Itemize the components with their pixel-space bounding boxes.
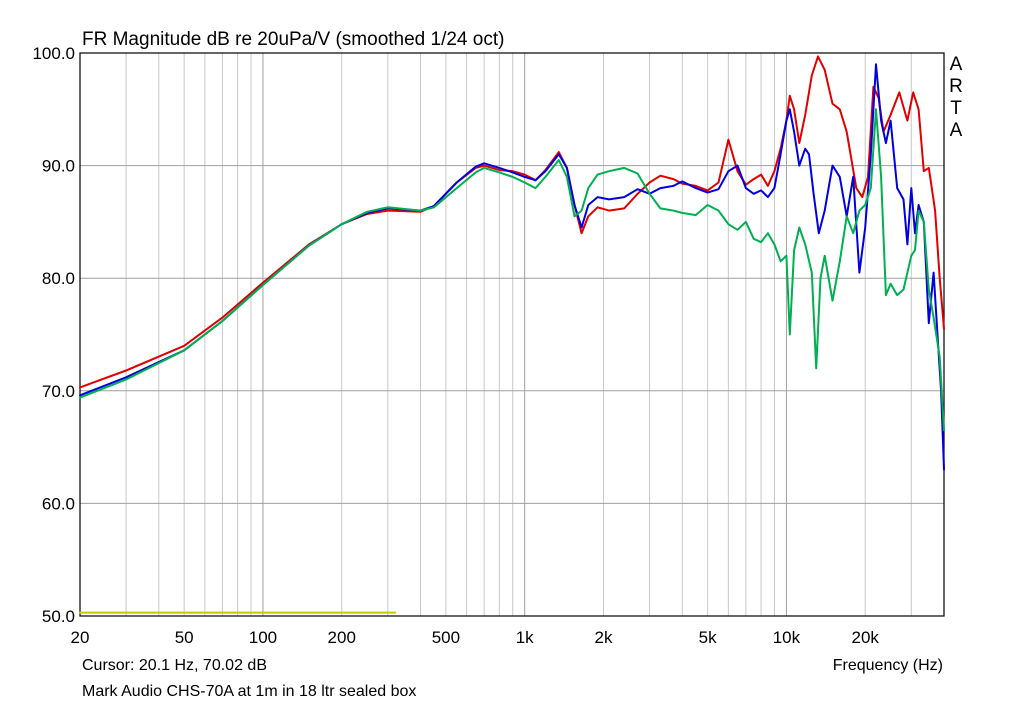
chart-title: FR Magnitude dB re 20uPa/V (smoothed 1/2… <box>82 29 504 50</box>
y-tick-label: 60.0 <box>42 494 75 513</box>
x-tick-label: 20 <box>71 628 90 647</box>
x-tick-label: 20k <box>851 628 879 647</box>
x-tick-label: 5k <box>699 628 717 647</box>
plot-frame <box>79 52 945 617</box>
series-line-2 <box>79 63 945 471</box>
brand-letter-2: R <box>949 76 963 97</box>
x-axis-ticks: 20 50 100 200 500 1k 2k 5k 10k 20k <box>71 628 880 647</box>
brand-letter-3: T <box>950 98 962 119</box>
y-tick-label: 100.0 <box>32 44 75 63</box>
y-tick-label: 50.0 <box>42 607 75 626</box>
brand-letter-4: A <box>950 120 963 141</box>
series-group <box>79 55 945 614</box>
x-tick-label: 2k <box>594 628 612 647</box>
x-tick-label: 10k <box>773 628 801 647</box>
y-tick-label: 90.0 <box>42 157 75 176</box>
y-tick-label: 70.0 <box>42 382 75 401</box>
y-axis-ticks: 100.0 90.0 80.0 70.0 60.0 50.0 <box>32 44 75 626</box>
x-tick-label: 1k <box>516 628 534 647</box>
brand-letter-1: A <box>950 54 963 75</box>
x-tick-label: 100 <box>249 628 277 647</box>
series-line-3 <box>79 108 945 432</box>
x-tick-label: 50 <box>175 628 194 647</box>
chart-caption: Mark Audio CHS-70A at 1m in 18 ltr seale… <box>82 683 416 700</box>
x-tick-label: 500 <box>432 628 460 647</box>
arta-brand: A R T A <box>949 54 963 141</box>
x-tick-label: 200 <box>328 628 356 647</box>
y-tick-label: 80.0 <box>42 269 75 288</box>
x-axis-label: Frequency (Hz) <box>833 657 943 674</box>
cursor-readout: Cursor: 20.1 Hz, 70.02 dB <box>82 657 267 674</box>
